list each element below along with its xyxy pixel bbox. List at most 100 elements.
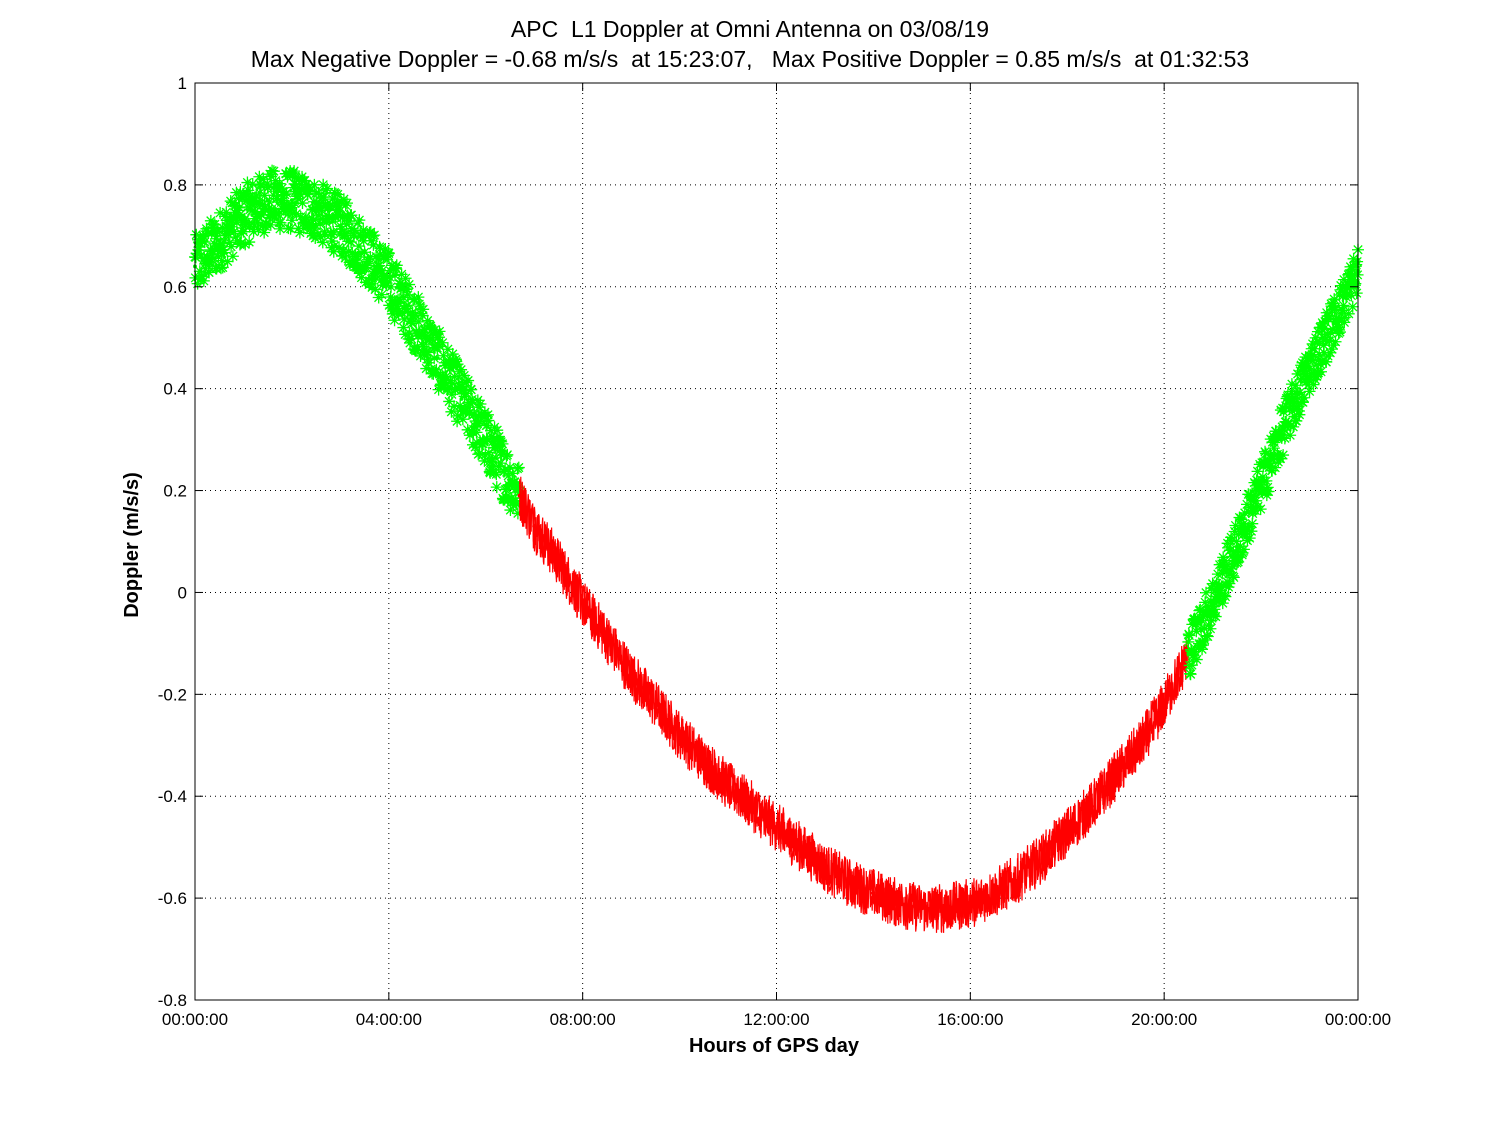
asterisk-marker — [221, 255, 234, 268]
asterisk-marker — [333, 201, 346, 214]
asterisk-marker — [1249, 504, 1262, 517]
asterisk-marker — [1196, 643, 1209, 656]
asterisk-marker — [464, 397, 477, 409]
grid-layer — [195, 83, 1358, 1000]
asterisk-marker — [341, 210, 354, 223]
asterisk-marker — [405, 332, 418, 345]
asterisk-marker — [1309, 331, 1322, 344]
asterisk-marker — [1329, 301, 1342, 314]
x-tick-label: 20:00:00 — [1131, 1010, 1197, 1029]
asterisk-marker — [1262, 485, 1275, 498]
asterisk-marker — [284, 222, 297, 235]
asterisk-marker — [253, 186, 266, 199]
asterisk-marker — [429, 366, 442, 379]
asterisk-marker — [373, 259, 386, 272]
asterisk-marker — [326, 215, 339, 228]
asterisk-marker — [231, 234, 244, 247]
asterisk-marker — [1264, 448, 1277, 461]
asterisk-marker — [381, 253, 394, 266]
asterisk-marker — [469, 440, 482, 453]
asterisk-marker — [215, 254, 228, 267]
asterisk-marker — [1346, 300, 1359, 313]
asterisk-marker — [214, 262, 227, 275]
asterisk-marker — [289, 197, 301, 210]
asterisk-marker — [422, 356, 435, 369]
asterisk-marker — [314, 217, 327, 230]
asterisk-marker — [1345, 289, 1358, 302]
asterisk-marker — [267, 165, 280, 178]
asterisk-marker — [1245, 525, 1258, 538]
y-tick-label: 0.8 — [163, 176, 187, 195]
asterisk-marker — [1243, 532, 1256, 545]
asterisk-marker — [1182, 635, 1195, 648]
asterisk-marker — [1287, 420, 1300, 433]
series-0 — [189, 164, 526, 520]
asterisk-marker — [303, 185, 316, 198]
asterisk-marker — [255, 179, 268, 192]
asterisk-marker — [473, 447, 486, 460]
asterisk-marker — [1211, 583, 1224, 596]
asterisk-marker — [409, 309, 422, 322]
asterisk-marker — [290, 207, 303, 220]
asterisk-marker — [355, 271, 368, 284]
asterisk-marker — [1349, 277, 1362, 290]
asterisk-marker — [451, 358, 464, 371]
asterisk-marker — [288, 165, 301, 178]
asterisk-marker — [357, 224, 370, 237]
asterisk-marker — [421, 314, 434, 327]
asterisk-marker — [1218, 554, 1231, 567]
asterisk-marker — [489, 451, 502, 464]
asterisk-marker — [376, 264, 389, 277]
asterisk-marker — [1268, 436, 1281, 449]
asterisk-marker — [223, 236, 236, 249]
asterisk-marker — [442, 356, 455, 369]
asterisk-marker — [1211, 568, 1224, 581]
asterisk-marker — [1277, 449, 1290, 462]
asterisk-marker — [1344, 267, 1357, 280]
asterisk-marker — [256, 219, 269, 232]
asterisk-marker — [1198, 622, 1211, 635]
asterisk-marker — [189, 251, 202, 264]
asterisk-marker — [272, 208, 285, 221]
asterisk-marker — [1204, 594, 1217, 607]
asterisk-marker — [1322, 312, 1335, 325]
asterisk-marker — [1309, 373, 1322, 386]
asterisk-marker — [465, 383, 478, 396]
asterisk-marker — [1222, 567, 1235, 580]
asterisk-marker — [1183, 629, 1196, 642]
asterisk-marker — [482, 446, 495, 459]
asterisk-marker — [403, 337, 416, 350]
asterisk-marker — [224, 224, 237, 237]
asterisk-marker — [1220, 561, 1233, 574]
asterisk-marker — [398, 313, 411, 326]
asterisk-marker — [1210, 577, 1223, 590]
asterisk-marker — [366, 281, 379, 294]
asterisk-marker — [1207, 609, 1220, 622]
asterisk-marker — [1315, 365, 1327, 378]
asterisk-marker — [336, 250, 349, 263]
asterisk-marker — [1324, 326, 1337, 339]
x-tick-label: 04:00:00 — [356, 1010, 422, 1029]
asterisk-marker — [403, 327, 416, 340]
asterisk-marker — [1229, 519, 1242, 532]
asterisk-marker — [1333, 326, 1346, 339]
asterisk-marker — [1236, 546, 1249, 559]
asterisk-marker — [306, 203, 319, 216]
asterisk-marker — [329, 187, 342, 200]
x-tick-label: 00:00:00 — [1325, 1010, 1391, 1029]
y-tick-label: -0.8 — [158, 991, 187, 1010]
asterisk-marker — [466, 396, 479, 409]
y-tick-label: 0 — [178, 583, 187, 602]
asterisk-marker — [378, 276, 391, 289]
asterisk-marker — [399, 328, 412, 341]
asterisk-marker — [391, 305, 404, 318]
asterisk-marker — [383, 271, 396, 284]
asterisk-marker — [499, 463, 512, 476]
asterisk-marker — [1259, 445, 1272, 458]
x-tick-label: 12:00:00 — [743, 1010, 809, 1029]
asterisk-marker — [1251, 465, 1264, 478]
asterisk-marker — [1223, 577, 1236, 590]
asterisk-marker — [311, 228, 324, 241]
asterisk-marker — [294, 188, 307, 201]
asterisk-marker — [286, 170, 299, 183]
